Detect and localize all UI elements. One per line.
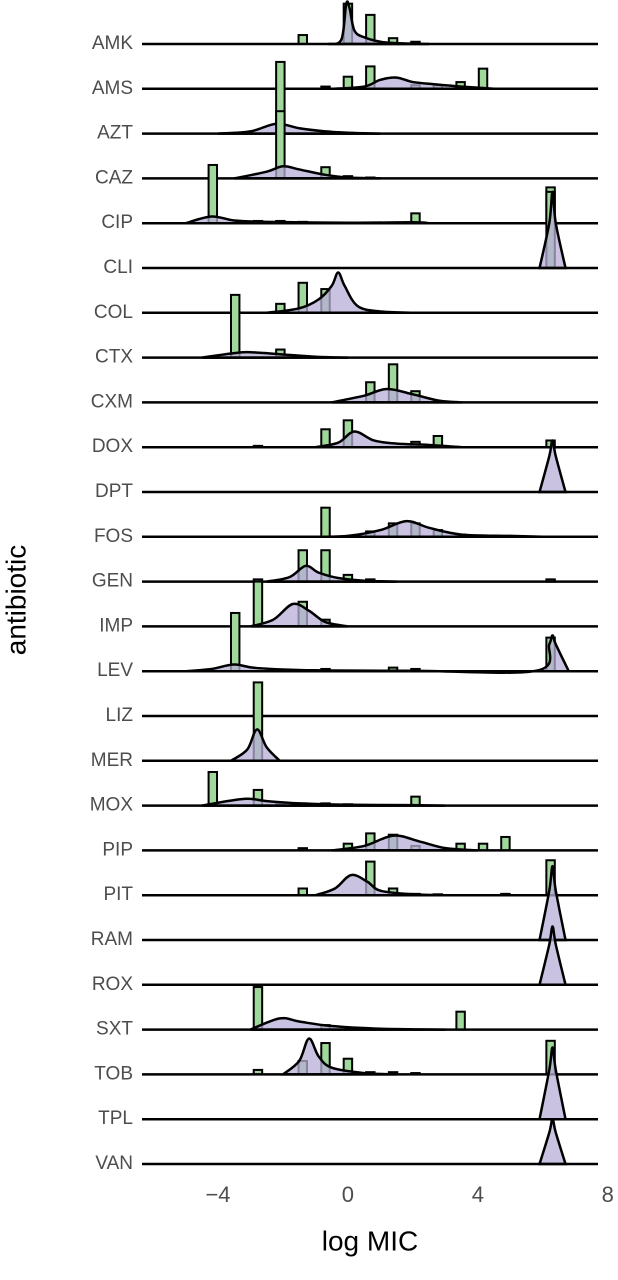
row-label: DPT xyxy=(95,481,133,502)
row-label: CAZ xyxy=(95,167,133,188)
row-label: IMP xyxy=(99,615,133,636)
row-label: MOX xyxy=(90,795,134,816)
row-label: PIT xyxy=(103,884,133,905)
row-label: CIP xyxy=(101,212,133,233)
histogram-bar xyxy=(320,506,331,538)
histogram-bar xyxy=(252,580,264,628)
density-curve xyxy=(250,1016,446,1031)
row-label: VAN xyxy=(95,1153,133,1174)
histogram-bar xyxy=(229,293,241,359)
density-curve xyxy=(279,1037,397,1076)
row-label: LEV xyxy=(97,660,133,681)
histogram-bar xyxy=(252,986,264,1031)
row-label: TPL xyxy=(98,1108,133,1129)
density-curve xyxy=(537,439,568,494)
y-axis-title: antibiotic xyxy=(0,545,31,656)
x-tick-label: −4 xyxy=(205,1182,230,1207)
density-curve xyxy=(331,76,495,91)
density-curve xyxy=(250,602,349,628)
density-curve xyxy=(315,430,462,449)
histogram-bar xyxy=(297,34,308,46)
row-label: PIP xyxy=(102,839,133,860)
row-label: ROX xyxy=(92,974,134,995)
row-label: FOS xyxy=(94,526,133,547)
row-label: CXM xyxy=(91,391,133,412)
row-label: GEN xyxy=(92,571,133,592)
x-tick-label: 4 xyxy=(472,1182,484,1207)
row-label: CLI xyxy=(103,257,133,278)
histogram-bar xyxy=(500,835,511,852)
density-curve xyxy=(315,873,446,897)
histogram-bar xyxy=(229,611,241,673)
density-curve xyxy=(537,190,568,270)
histogram-bar xyxy=(455,1010,466,1031)
density-curve xyxy=(537,925,568,987)
density-curve xyxy=(226,728,283,763)
row-label: AMS xyxy=(92,78,133,99)
density-curve xyxy=(185,634,571,674)
x-tick-label: 8 xyxy=(602,1182,614,1207)
density-curve xyxy=(538,864,568,942)
density-curve xyxy=(538,1046,568,1121)
density-curve xyxy=(266,564,397,583)
density-curve xyxy=(266,271,413,315)
row-label: CTX xyxy=(95,347,133,368)
density-curve xyxy=(217,122,381,135)
x-axis-title: log MIC xyxy=(322,1225,418,1256)
x-tick-label: 0 xyxy=(342,1182,354,1207)
row-label: RAM xyxy=(91,929,133,950)
histogram-bar xyxy=(207,163,219,225)
density-curve xyxy=(315,519,543,539)
density-curve xyxy=(233,165,381,180)
density-curve xyxy=(331,834,478,852)
row-label: COL xyxy=(94,302,133,323)
histogram-bar xyxy=(477,67,489,90)
histogram-bar xyxy=(207,771,219,807)
row-label: LIZ xyxy=(106,705,134,726)
row-label: SXT xyxy=(96,1019,133,1040)
density-curve xyxy=(331,387,462,404)
row-label: AMK xyxy=(92,33,134,54)
row-label: DOX xyxy=(92,436,134,457)
row-label: MER xyxy=(91,750,133,771)
density-curve xyxy=(537,1117,568,1166)
row-label: TOB xyxy=(94,1063,133,1084)
row-label: AZT xyxy=(97,123,133,144)
